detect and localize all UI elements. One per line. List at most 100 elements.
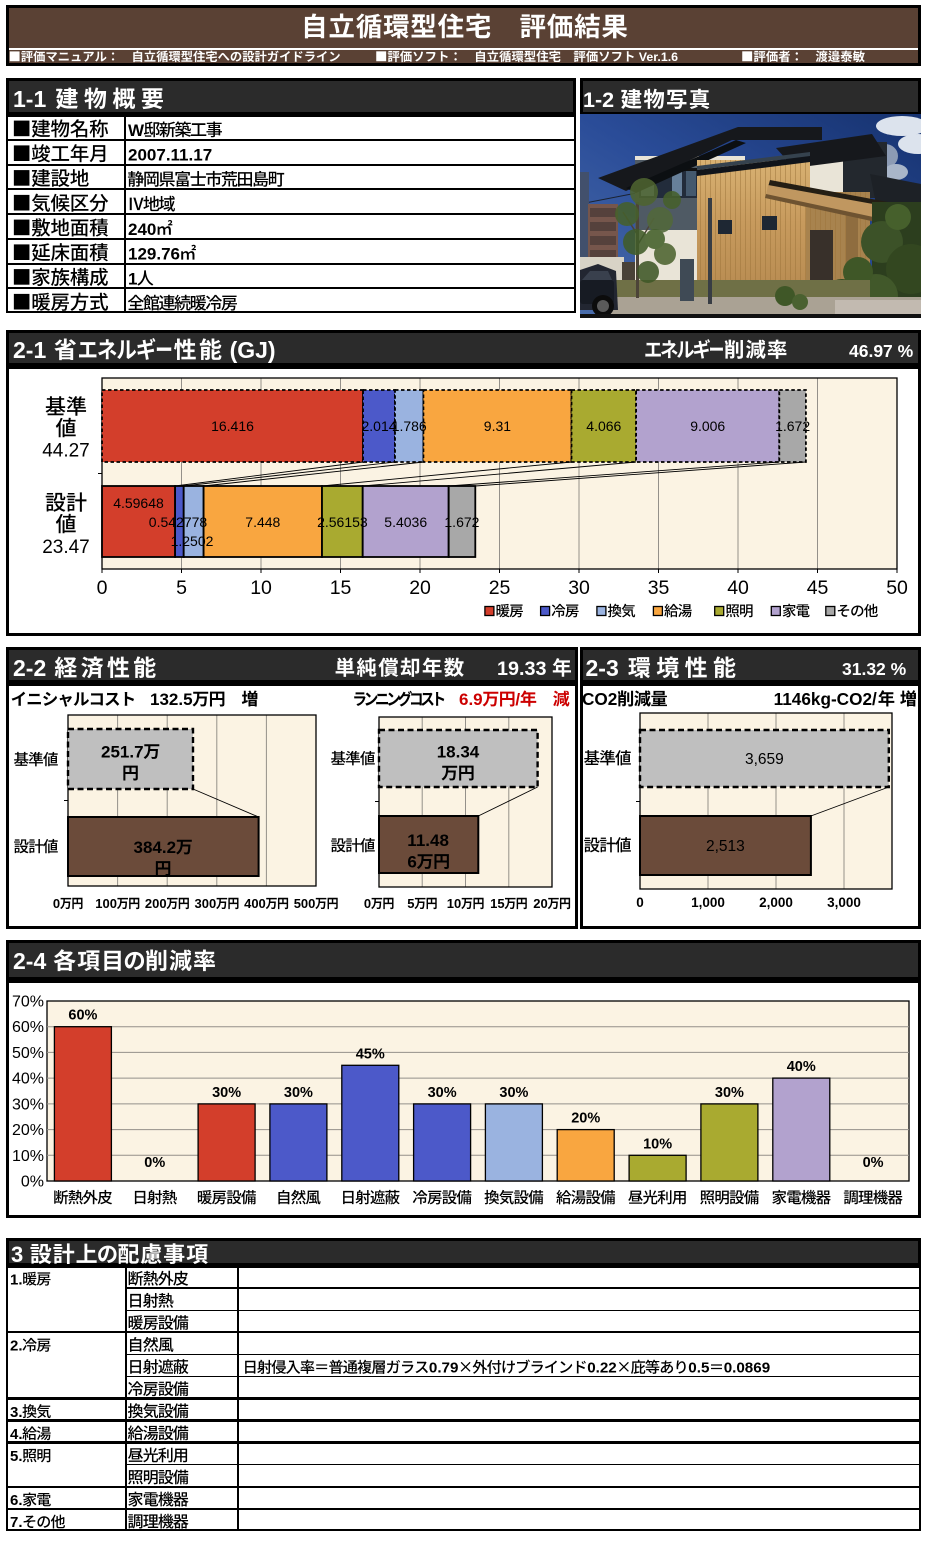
svg-text:1.672: 1.672 xyxy=(775,418,810,434)
svg-text:0.22: 0.22 xyxy=(587,1360,617,1377)
svg-text:1.2502: 1.2502 xyxy=(171,533,214,549)
svg-text:16.416: 16.416 xyxy=(211,418,254,434)
svg-text:2-2: 2-2 xyxy=(13,655,46,681)
svg-text:10: 10 xyxy=(447,896,461,911)
svg-text:Ver.1.6: Ver.1.6 xyxy=(639,50,678,64)
svg-text:10%: 10% xyxy=(643,1136,672,1152)
svg-text:129.76: 129.76 xyxy=(128,245,180,264)
svg-text:30: 30 xyxy=(568,577,590,599)
svg-text:0: 0 xyxy=(364,896,371,911)
svg-text:1.786: 1.786 xyxy=(392,418,427,434)
svg-text:500: 500 xyxy=(294,896,316,911)
svg-text:31.32 %: 31.32 % xyxy=(842,659,907,679)
svg-text:5.4036: 5.4036 xyxy=(384,514,427,530)
svg-text:(GJ): (GJ) xyxy=(230,337,276,363)
svg-text:3,000: 3,000 xyxy=(827,895,861,910)
svg-text:2.56153: 2.56153 xyxy=(317,514,368,530)
svg-text:15: 15 xyxy=(490,896,504,911)
svg-text:40%: 40% xyxy=(12,1071,44,1088)
svg-text:2-3: 2-3 xyxy=(586,655,619,681)
svg-text:9.006: 9.006 xyxy=(690,418,725,434)
svg-text:20%: 20% xyxy=(571,1111,600,1127)
svg-text:23.47: 23.47 xyxy=(42,537,90,558)
svg-text:10%: 10% xyxy=(12,1148,44,1165)
svg-text:0%: 0% xyxy=(21,1174,44,1191)
svg-text:35: 35 xyxy=(648,577,670,599)
svg-text:1,000: 1,000 xyxy=(691,895,725,910)
svg-text:19.33: 19.33 xyxy=(497,658,547,680)
svg-text:1-2: 1-2 xyxy=(583,88,614,112)
svg-text:70%: 70% xyxy=(12,994,44,1011)
svg-text:0%: 0% xyxy=(144,1155,165,1171)
svg-text:60%: 60% xyxy=(12,1019,44,1036)
svg-text:30%: 30% xyxy=(428,1085,457,1101)
svg-text:2.: 2. xyxy=(10,1338,23,1355)
svg-text:3,659: 3,659 xyxy=(745,751,784,768)
svg-text:40%: 40% xyxy=(787,1059,816,1075)
svg-text:0: 0 xyxy=(53,896,60,911)
svg-text:18.34: 18.34 xyxy=(437,743,480,762)
svg-text:20: 20 xyxy=(533,896,547,911)
svg-text:2,513: 2,513 xyxy=(706,838,745,855)
svg-text:0.79: 0.79 xyxy=(429,1360,459,1377)
svg-text:7.: 7. xyxy=(10,1514,23,1531)
svg-text:46.97 %: 46.97 % xyxy=(849,341,914,361)
svg-text:25: 25 xyxy=(489,577,511,599)
svg-text:384.2: 384.2 xyxy=(134,838,177,857)
svg-text:44.27: 44.27 xyxy=(42,441,90,462)
svg-text:0.0869: 0.0869 xyxy=(724,1360,770,1377)
svg-text:2-4: 2-4 xyxy=(13,948,46,974)
svg-text:45: 45 xyxy=(807,577,829,599)
svg-text:30%: 30% xyxy=(212,1085,241,1101)
svg-text:30%: 30% xyxy=(12,1096,44,1113)
svg-text:40: 40 xyxy=(727,577,749,599)
svg-text:1.672: 1.672 xyxy=(444,514,479,530)
svg-text:45%: 45% xyxy=(356,1046,385,1062)
svg-text:0: 0 xyxy=(636,895,644,910)
svg-text:4.: 4. xyxy=(10,1426,23,1443)
svg-text:6.9: 6.9 xyxy=(459,690,483,709)
svg-text:4.066: 4.066 xyxy=(586,418,621,434)
svg-text:15: 15 xyxy=(330,577,352,599)
svg-text:3: 3 xyxy=(11,1242,23,1267)
svg-text:251.7: 251.7 xyxy=(101,743,144,762)
svg-text:6: 6 xyxy=(407,853,416,872)
svg-text:10: 10 xyxy=(250,577,272,599)
svg-text:132.5: 132.5 xyxy=(150,690,193,709)
svg-text:W: W xyxy=(128,121,145,140)
svg-text:20%: 20% xyxy=(12,1122,44,1139)
svg-text:11.48: 11.48 xyxy=(407,831,449,850)
svg-text:4.59648: 4.59648 xyxy=(113,495,164,511)
svg-text:5: 5 xyxy=(176,577,187,599)
svg-text:CO2: CO2 xyxy=(582,689,617,709)
svg-text:7.448: 7.448 xyxy=(245,514,280,530)
svg-text:5: 5 xyxy=(407,896,414,911)
svg-text:400: 400 xyxy=(244,896,266,911)
svg-text:30%: 30% xyxy=(715,1085,744,1101)
svg-text:0.542778: 0.542778 xyxy=(149,514,208,530)
svg-text:60%: 60% xyxy=(68,1008,97,1024)
svg-text:20: 20 xyxy=(409,577,431,599)
svg-text:2007.11.17: 2007.11.17 xyxy=(128,146,212,165)
svg-text:50%: 50% xyxy=(12,1045,44,1062)
svg-text:100: 100 xyxy=(95,896,117,911)
svg-text:2,000: 2,000 xyxy=(759,895,793,910)
svg-text:0: 0 xyxy=(97,577,108,599)
svg-text:2.014: 2.014 xyxy=(362,418,397,434)
svg-text:30%: 30% xyxy=(499,1085,528,1101)
svg-text:200: 200 xyxy=(145,896,167,911)
svg-text:1-1: 1-1 xyxy=(13,86,46,112)
svg-text:300: 300 xyxy=(195,896,217,911)
svg-text:1.: 1. xyxy=(10,1271,23,1288)
svg-text:0.5: 0.5 xyxy=(688,1360,710,1377)
svg-text:1: 1 xyxy=(128,269,137,288)
svg-text:2-1: 2-1 xyxy=(13,337,46,363)
svg-text:30%: 30% xyxy=(284,1085,313,1101)
svg-text:240: 240 xyxy=(128,220,156,239)
svg-text:5.: 5. xyxy=(10,1448,23,1465)
svg-text:1146kg-CO2/: 1146kg-CO2/ xyxy=(774,689,877,709)
svg-text:6.: 6. xyxy=(10,1492,23,1509)
svg-text:50: 50 xyxy=(886,577,908,599)
svg-text:0%: 0% xyxy=(863,1155,884,1171)
svg-text:3.: 3. xyxy=(10,1404,23,1421)
